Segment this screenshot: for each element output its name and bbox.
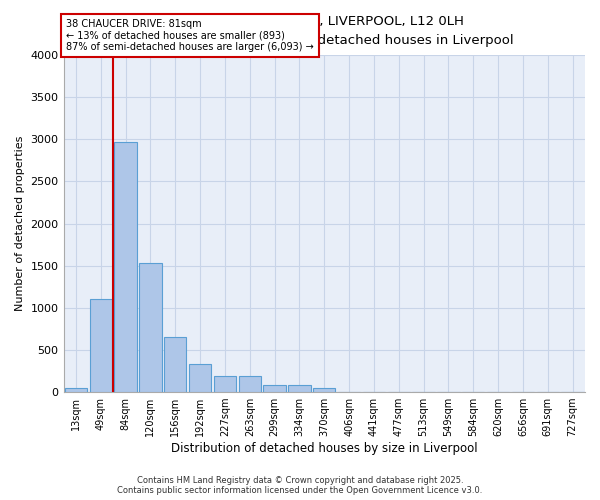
Y-axis label: Number of detached properties: Number of detached properties [15,136,25,312]
Bar [313,388,335,392]
Bar [239,376,261,392]
Text: Contains HM Land Registry data © Crown copyright and database right 2025.
Contai: Contains HM Land Registry data © Crown c… [118,476,482,495]
Bar [263,386,286,392]
Bar [115,142,137,392]
Bar [189,364,211,392]
Title: 38, CHAUCER DRIVE, LIVERPOOL, L12 0LH
Size of property relative to detached hous: 38, CHAUCER DRIVE, LIVERPOOL, L12 0LH Si… [135,15,514,47]
Bar [139,263,161,392]
X-axis label: Distribution of detached houses by size in Liverpool: Distribution of detached houses by size … [171,442,478,455]
Bar [288,386,311,392]
Bar [214,376,236,392]
Bar [164,338,187,392]
Bar [89,298,112,392]
Text: 38 CHAUCER DRIVE: 81sqm
← 13% of detached houses are smaller (893)
87% of semi-d: 38 CHAUCER DRIVE: 81sqm ← 13% of detache… [66,18,314,52]
Bar [65,388,87,392]
